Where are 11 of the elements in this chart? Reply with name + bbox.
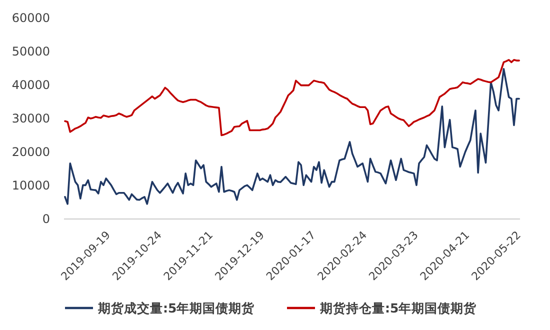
line-series	[64, 68, 520, 205]
y-tick-label: 60000	[12, 11, 50, 26]
legend-label: 期货成交量:5年期国债期货	[97, 300, 256, 316]
y-tick-label: 10000	[12, 178, 50, 193]
y-tick-label: 40000	[12, 78, 50, 92]
y-tick-label: 30000	[12, 112, 50, 126]
y-tick-label: 50000	[12, 44, 50, 59]
line-series	[64, 58, 520, 136]
y-tick-label: 0	[42, 212, 50, 226]
legend-label: 期货持仓量:5年期国债期货	[319, 300, 478, 316]
y-tick-label: 20000	[12, 145, 50, 160]
